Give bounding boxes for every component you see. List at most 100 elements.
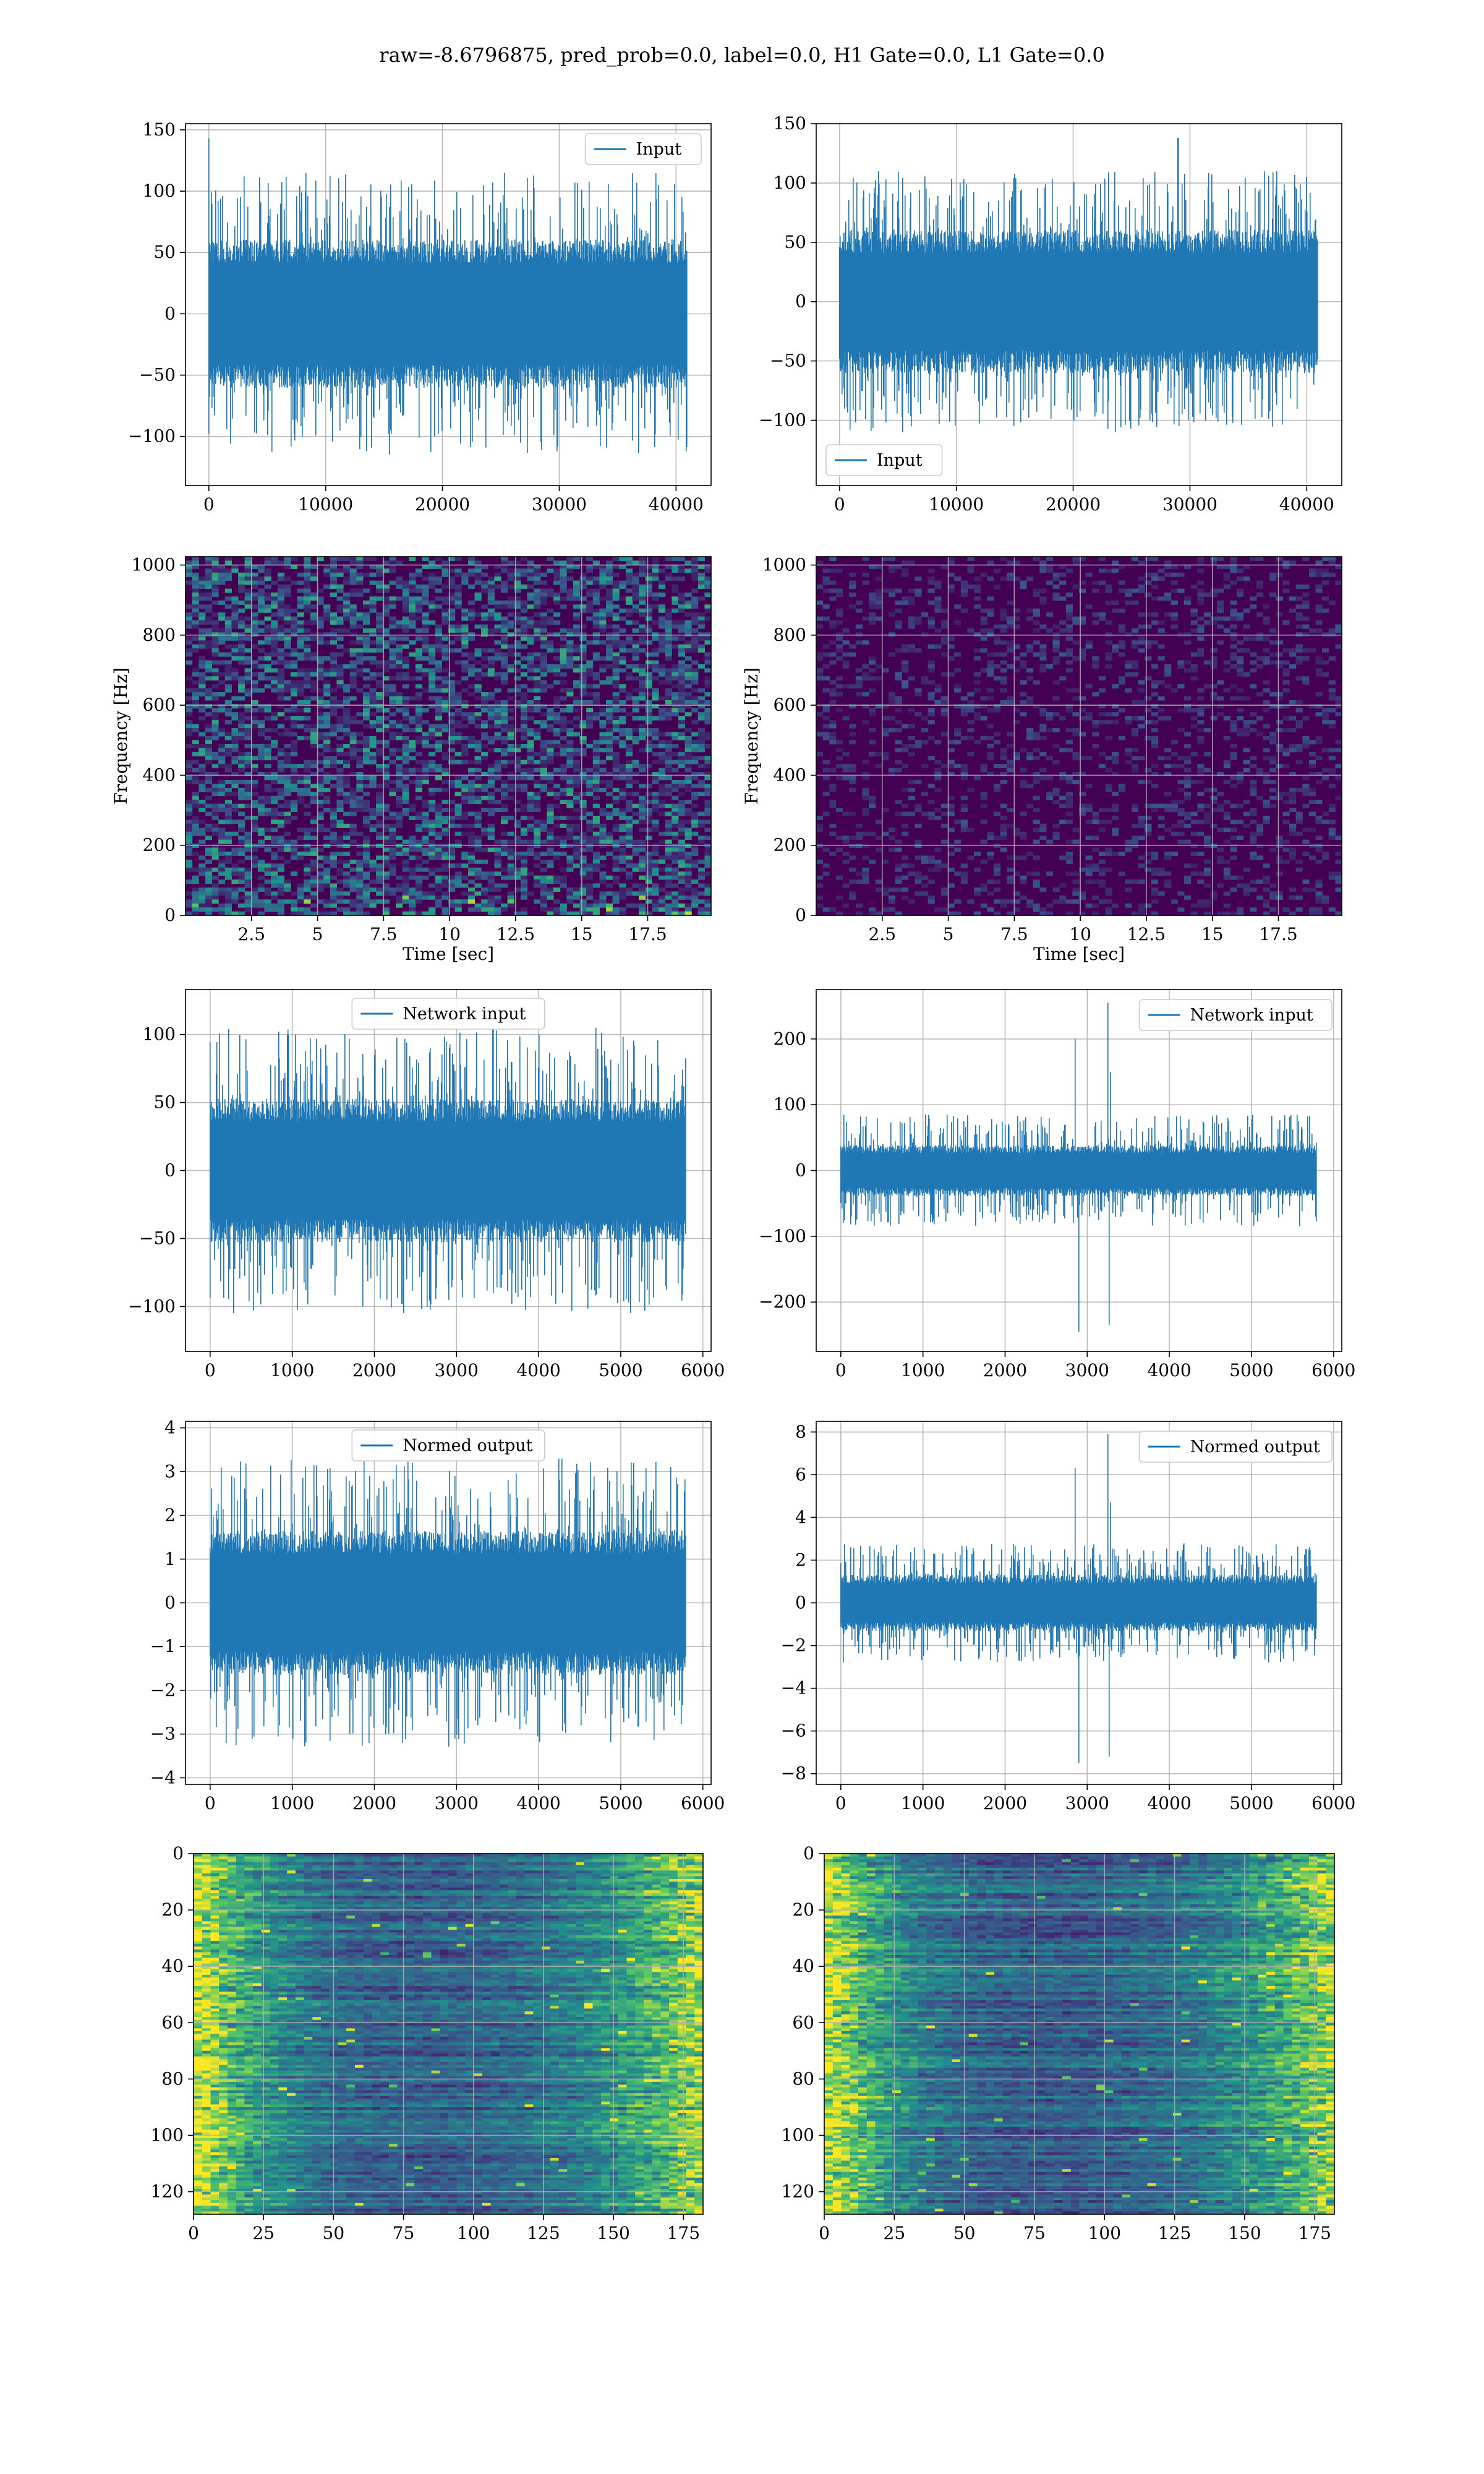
heatmap-cell [396, 811, 403, 816]
heatmap-cell [481, 871, 488, 876]
heatmap-cell [619, 584, 626, 589]
heatmap-cell [527, 823, 534, 828]
heatmap-cell [586, 768, 594, 773]
heatmap-cell [691, 588, 699, 593]
heatmap-cell [369, 656, 377, 661]
heatmap-cell [396, 787, 403, 792]
heatmap-cell [1230, 608, 1237, 613]
heatmap-cell [422, 708, 429, 713]
heatmap-cell [435, 831, 442, 836]
heatmap-cell [507, 831, 514, 836]
heatmap-cell [277, 776, 284, 781]
heatmap-cell [1263, 616, 1270, 621]
heatmap-cell [402, 584, 409, 589]
heatmap-cell [678, 636, 686, 641]
heatmap-cell [704, 732, 711, 737]
heatmap-cell [566, 899, 574, 904]
heatmap-cell [422, 720, 429, 725]
heatmap-cell [198, 688, 206, 693]
heatmap-cell [356, 652, 364, 657]
heatmap-cell [396, 620, 403, 625]
heatmap-cell [908, 644, 915, 649]
heatmap-cell [244, 600, 252, 605]
heatmap-cell [310, 903, 318, 908]
heatmap-cell [343, 712, 351, 717]
heatmap-cell [579, 700, 587, 704]
heatmap-cell [362, 803, 370, 808]
heatmap-cell [474, 576, 482, 581]
heatmap-cell [659, 787, 666, 792]
heatmap-cell [376, 899, 383, 904]
heatmap-cell [257, 828, 265, 833]
heatmap-cell [494, 808, 501, 812]
heatmap-cell [1230, 616, 1237, 621]
heatmap-cell [356, 883, 364, 888]
heatmap-cell [514, 660, 521, 665]
heatmap-cell [304, 811, 311, 816]
heatmap-cell [1065, 628, 1073, 633]
heatmap-cell [205, 756, 213, 761]
heatmap-cell [507, 612, 514, 617]
heatmap-cell [396, 779, 403, 784]
heatmap-cell [369, 604, 377, 609]
heatmap-cell [310, 572, 318, 577]
heatmap-cell [257, 640, 265, 645]
heatmap-cell [330, 899, 337, 904]
heatmap-cell [271, 779, 278, 784]
heatmap-cell [304, 580, 311, 585]
heatmap-cell [186, 676, 193, 681]
heatmap-cell [1132, 644, 1139, 649]
heatmap-cell [291, 911, 298, 915]
heatmap-cell [599, 664, 607, 669]
heatmap-cell [547, 724, 554, 729]
heatmap-cell [251, 820, 258, 824]
heatmap-cell [474, 756, 482, 761]
heatmap-cell [389, 828, 396, 833]
heatmap-cell [645, 784, 652, 789]
heatmap-cell [540, 756, 547, 761]
heatmap-cell [304, 572, 311, 577]
heatmap-cell [186, 803, 193, 808]
heatmap-cell [829, 660, 837, 665]
heatmap-cell [1237, 640, 1244, 645]
heatmap-cell [310, 596, 318, 601]
heatmap-cell [586, 871, 594, 876]
heatmap-cell [494, 851, 501, 856]
heatmap-cell [573, 732, 581, 737]
heatmap-cell [632, 839, 639, 844]
heatmap-cell [396, 732, 403, 737]
heatmap-cell [467, 867, 475, 872]
heatmap-cell [238, 820, 245, 824]
heatmap-cell [284, 803, 291, 808]
heatmap-cell [422, 564, 429, 569]
y-tick-label: −50 [139, 365, 176, 385]
heatmap-cell [435, 724, 442, 729]
heatmap-cell [507, 772, 514, 776]
heatmap-cell [586, 779, 594, 784]
heatmap-cell [579, 768, 587, 773]
heatmap-cell [224, 895, 232, 900]
heatmap-cell [238, 779, 245, 784]
heatmap-cell [625, 891, 633, 896]
heatmap-cell [619, 716, 626, 721]
heatmap-cell [448, 851, 456, 856]
heatmap-cell [435, 776, 442, 781]
heatmap-cell [697, 867, 705, 872]
heatmap-cell [244, 839, 252, 844]
heatmap-cell [284, 880, 291, 884]
heatmap-cell [625, 743, 633, 748]
heatmap-cell [481, 672, 488, 677]
heatmap-cell [291, 692, 298, 697]
heatmap-cell [1269, 660, 1277, 665]
heatmap-cell [487, 748, 495, 753]
heatmap-cell [218, 764, 226, 769]
heatmap-cell [520, 815, 528, 820]
heatmap-cell [560, 648, 567, 653]
heatmap-cell [1237, 612, 1244, 617]
heatmap-cell [284, 764, 291, 769]
heatmap-cell [349, 880, 357, 884]
heatmap-cell [1197, 652, 1205, 657]
heatmap-cell [362, 636, 370, 641]
heatmap-cell [231, 743, 239, 748]
heatmap-cell [317, 776, 324, 781]
